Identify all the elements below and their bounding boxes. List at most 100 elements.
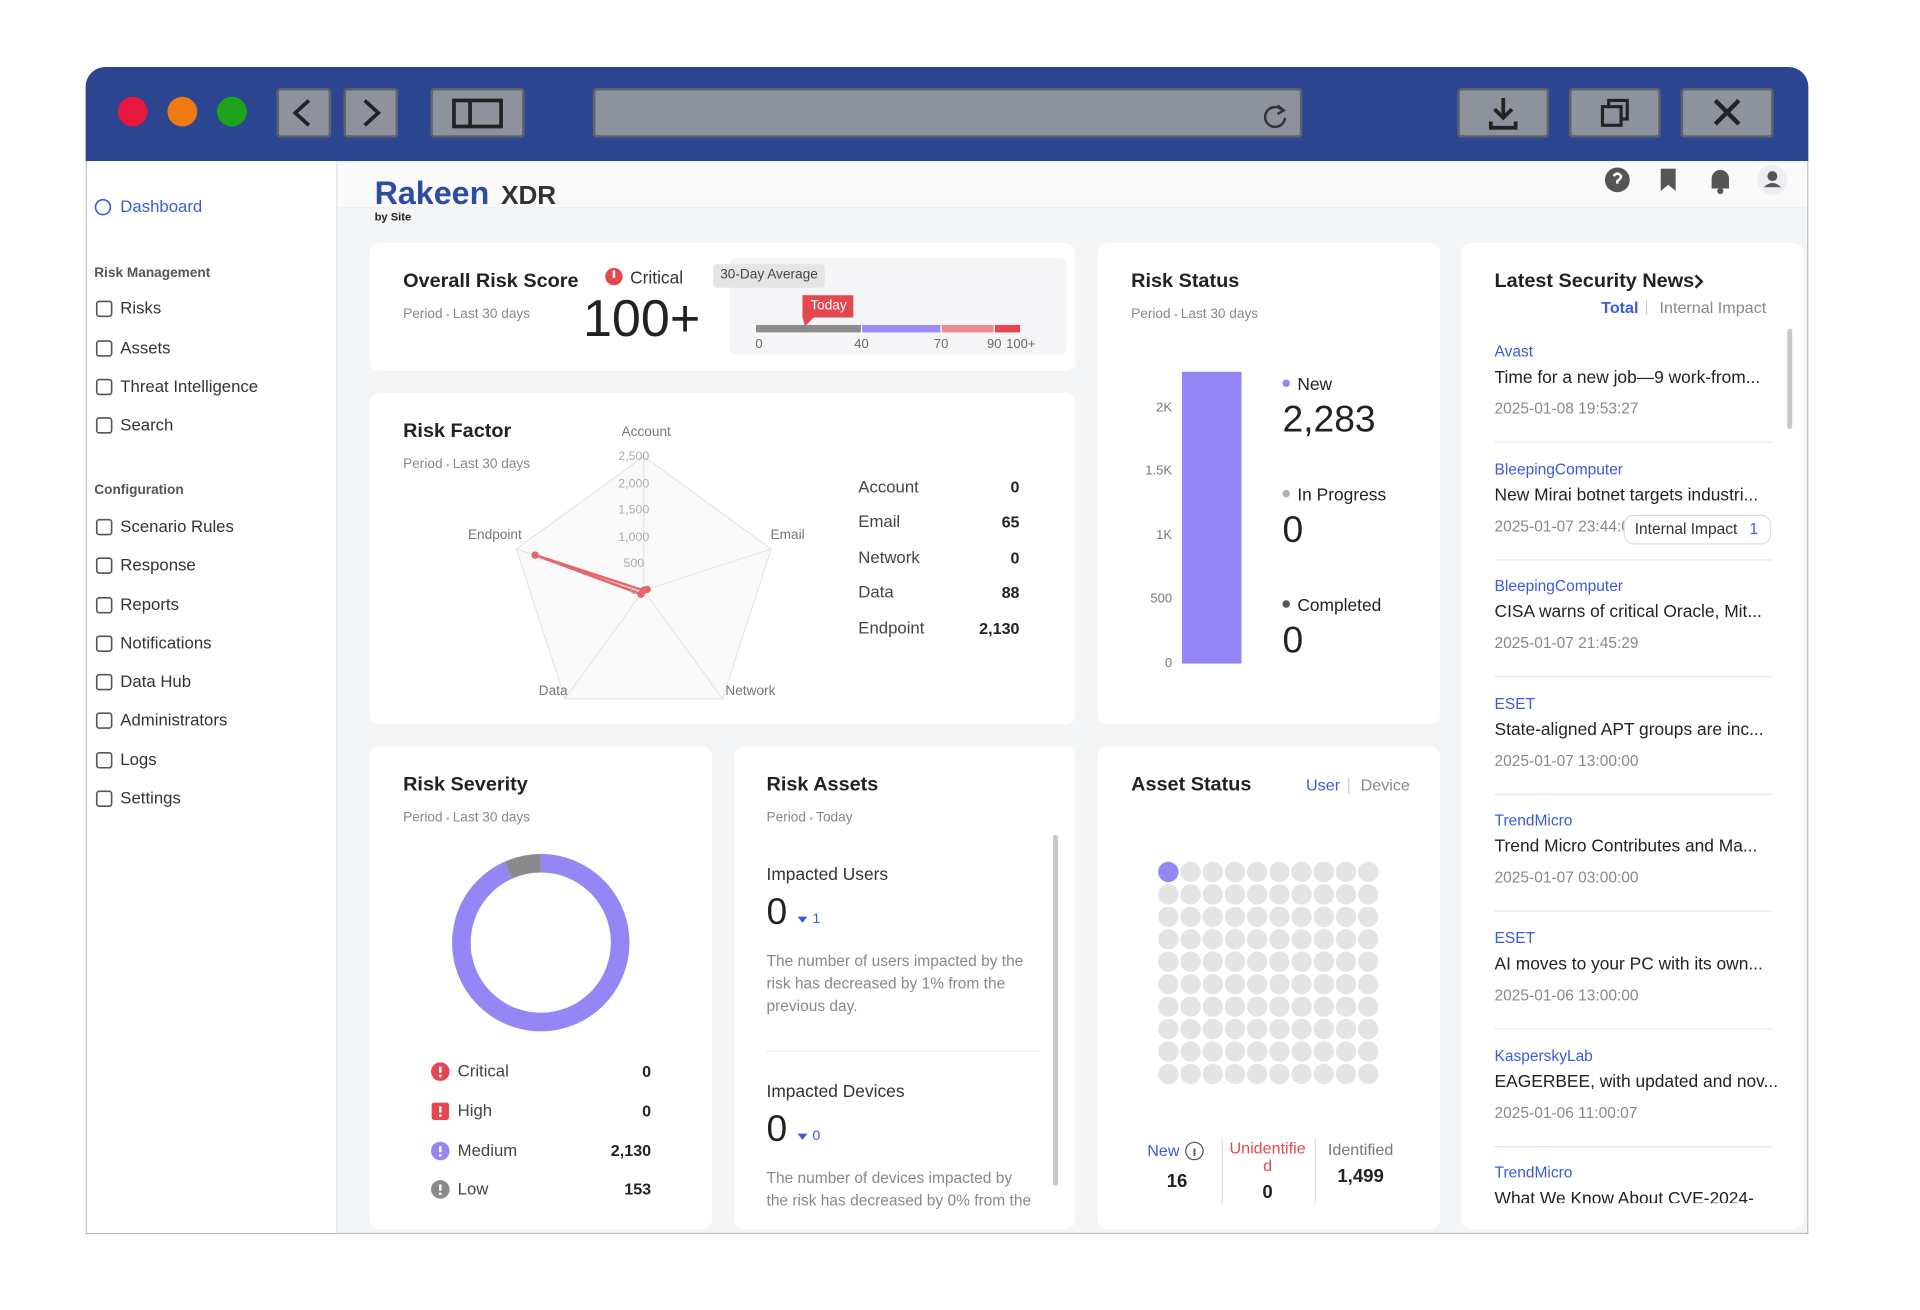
- nav-item[interactable]: Response: [120, 555, 196, 575]
- nav-item[interactable]: Settings: [120, 788, 181, 808]
- y-tick-label: 1K: [1156, 527, 1173, 543]
- waffle-dot: [1291, 929, 1312, 950]
- news-divider: [1494, 910, 1773, 913]
- minimize-dot[interactable]: [167, 96, 198, 127]
- legend-icon-mark: [439, 1146, 442, 1153]
- radar-point: [637, 590, 645, 598]
- radar-axis: [643, 548, 772, 591]
- nav-item[interactable]: Assets: [120, 338, 171, 358]
- nav-item[interactable]: Administrators: [120, 710, 228, 730]
- address-bar[interactable]: [592, 88, 1303, 138]
- tabs-button[interactable]: [1568, 88, 1661, 138]
- status-label: Unidentified: [1229, 1138, 1306, 1175]
- waffle-dot: [1335, 996, 1357, 1017]
- news-title[interactable]: New Mirai botnet targets industri...: [1494, 483, 1759, 504]
- nav-item[interactable]: Risks: [120, 298, 162, 318]
- period-label: Period: [403, 306, 443, 322]
- tab[interactable]: Internal Impact: [1659, 297, 1767, 317]
- nav-item[interactable]: Threat Intelligence: [120, 376, 259, 396]
- period-value: Last 30 days: [452, 306, 531, 322]
- card-title[interactable]: Latest Security News: [1494, 270, 1695, 292]
- nav-item[interactable]: Scenario Rules: [120, 517, 234, 536]
- waffle-dot: [1335, 1063, 1357, 1085]
- sidebar-button[interactable]: [430, 88, 525, 138]
- waffle-dot: [1358, 884, 1379, 905]
- bookmark-icon[interactable]: [1660, 168, 1676, 192]
- waffle-dot: [1180, 951, 1201, 972]
- waffle-dot: [1224, 1041, 1246, 1062]
- close-button[interactable]: [1680, 88, 1774, 138]
- nav-item[interactable]: Notifications: [120, 633, 212, 653]
- header-icons: [1604, 164, 1788, 195]
- news-source[interactable]: TrendMicro: [1494, 1164, 1573, 1182]
- factor-row-label: Network: [858, 548, 920, 567]
- severity-label: Medium: [457, 1140, 518, 1160]
- news-source[interactable]: Avast: [1494, 342, 1534, 361]
- reload-icon[interactable]: [1260, 100, 1290, 130]
- news-title[interactable]: What We Know About CVE-2024-: [1494, 1187, 1754, 1204]
- waffle-dot: [1180, 1041, 1201, 1062]
- waffle-dot: [1202, 929, 1223, 950]
- news-title[interactable]: Trend Micro Contributes and Ma...: [1494, 835, 1758, 856]
- news-source[interactable]: ESET: [1494, 929, 1536, 947]
- menu-icon: [95, 378, 113, 396]
- waffle-dot: [1313, 996, 1334, 1017]
- tab-separator: [1645, 300, 1648, 316]
- news-title[interactable]: Time for a new job—9 work-from...: [1494, 366, 1761, 387]
- tab-active[interactable]: Total: [1601, 297, 1639, 317]
- legend-value: 0: [1282, 620, 1304, 662]
- waffle-dot: [1335, 951, 1357, 972]
- sidebar: [86, 161, 338, 1233]
- news-source[interactable]: BleepingComputer: [1494, 577, 1623, 595]
- waffle-dot: [1291, 1063, 1312, 1085]
- waffle-dot: [1246, 929, 1268, 950]
- news-title[interactable]: EAGERBEE, with updated and nov...: [1494, 1070, 1779, 1091]
- close-dot[interactable]: [117, 96, 148, 127]
- download-button[interactable]: [1457, 88, 1550, 138]
- nav-item[interactable]: Logs: [120, 750, 157, 769]
- tab[interactable]: Device: [1360, 775, 1410, 795]
- nav-item-active[interactable]: Dashboard: [120, 197, 203, 216]
- waffle-dot: [1313, 906, 1334, 928]
- bell-icon[interactable]: [1711, 169, 1729, 189]
- news-source[interactable]: BleepingComputer: [1494, 460, 1623, 478]
- waffle-dot: [1291, 951, 1312, 972]
- tab-active[interactable]: User: [1306, 775, 1341, 795]
- news-date: 2025-01-07 21:45:29: [1494, 634, 1639, 653]
- nav-item[interactable]: Search: [120, 415, 174, 434]
- legend-dot: [1282, 600, 1290, 608]
- asset-section-description: The number of users impacted by the risk…: [766, 952, 1024, 1014]
- back-button[interactable]: [276, 88, 332, 138]
- gauge-segment: [994, 324, 1021, 333]
- nav-item[interactable]: Reports: [120, 595, 179, 614]
- period-value: Last 30 days: [452, 810, 531, 826]
- risk-level: Critical: [630, 267, 684, 288]
- factor-row-label: Endpoint: [858, 618, 925, 638]
- news-title[interactable]: AI moves to your PC with its own...: [1494, 953, 1763, 974]
- separator-dot: [446, 313, 449, 317]
- waffle-dot: [1202, 1018, 1223, 1040]
- news-date: 2025-01-07 03:00:00: [1494, 869, 1639, 887]
- waffle-dot: [1269, 1063, 1290, 1085]
- news-source[interactable]: ESET: [1494, 694, 1536, 713]
- news-source[interactable]: TrendMicro: [1494, 812, 1573, 830]
- waffle-dot: [1224, 974, 1246, 995]
- news-source[interactable]: KasperskyLab: [1494, 1046, 1593, 1065]
- bar: [1182, 371, 1242, 664]
- news-title[interactable]: CISA warns of critical Oracle, Mit...: [1494, 601, 1762, 622]
- nav-item[interactable]: Data Hub: [120, 672, 192, 691]
- waffle-dot: [1180, 861, 1201, 883]
- average-label-bg: [713, 264, 825, 288]
- legend-icon-mark: [439, 1074, 442, 1078]
- average-label: 30-Day Average: [720, 267, 818, 283]
- news-title[interactable]: State-aligned APT groups are inc...: [1494, 718, 1764, 739]
- waffle-dot: [1224, 861, 1246, 883]
- waffle-dot: [1246, 906, 1268, 928]
- radar-axis: [564, 590, 645, 700]
- waffle-dot: [1269, 929, 1290, 950]
- y-tick-label: 0: [1164, 655, 1173, 671]
- forward-button[interactable]: [343, 88, 399, 138]
- maximize-dot[interactable]: [217, 96, 247, 127]
